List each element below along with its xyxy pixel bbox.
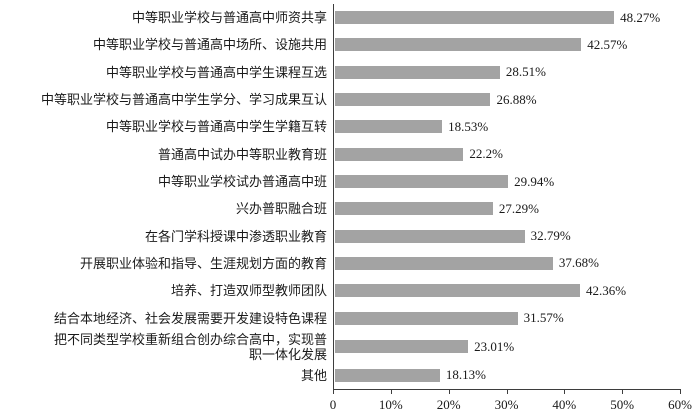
category-label: 中等职业学校与普通高中学生课程互选 — [105, 64, 327, 80]
x-axis-tick-label: 0 — [329, 397, 337, 412]
x-axis-tick-label: 30% — [494, 397, 519, 412]
bar — [335, 202, 493, 216]
bar-track: 26.88% — [334, 86, 700, 113]
bar-track: 37.68% — [334, 250, 700, 277]
bar-track: 42.57% — [334, 31, 700, 58]
bar — [335, 147, 464, 161]
x-axis-tick-label: 60% — [668, 397, 692, 412]
category-label: 其他 — [300, 367, 327, 383]
bar-track: 42.36% — [334, 277, 700, 304]
chart-row: 培养、打造双师型教师团队 42.36% — [0, 277, 700, 304]
bar — [335, 120, 443, 134]
category-label: 中等职业学校与普通高中学生学分、学习成果互认 — [40, 92, 327, 108]
value-label: 18.53% — [448, 118, 489, 134]
x-axis-tick — [564, 389, 566, 394]
value-label: 29.94% — [514, 173, 555, 189]
chart-row: 把不同类型学校重新组合创办综合高中，实现普 职一体化发展 23.01% — [0, 332, 700, 362]
value-label: 23.01% — [474, 338, 515, 354]
value-label: 48.27% — [620, 9, 661, 25]
x-axis-tick — [680, 389, 681, 394]
bar — [335, 340, 469, 354]
chart-row: 开展职业体验和指导、生涯规划方面的教育 37.68% — [0, 250, 700, 277]
chart-row: 在各门学科授课中渗透职业教育 32.79% — [0, 223, 700, 250]
bar-track: 29.94% — [334, 168, 700, 195]
bar-track: 48.27% — [334, 4, 700, 31]
value-label: 42.57% — [587, 36, 628, 52]
value-label: 42.36% — [585, 282, 627, 298]
chart-row: 其他 18.13% — [0, 362, 700, 389]
bar-track: 32.79% — [334, 223, 700, 250]
value-label: 31.57% — [523, 310, 564, 326]
value-label: 26.88% — [496, 91, 537, 107]
value-label: 27.29% — [498, 200, 539, 216]
value-label: 37.68% — [558, 255, 599, 271]
x-axis-tick-label: 40% — [552, 397, 577, 412]
chart-row: 普通高中试办中等职业教育班 22.2% — [0, 141, 700, 168]
category-label: 普通高中试办中等职业教育班 — [157, 146, 327, 162]
chart-row: 中等职业学校与普通高中学生学分、学习成果互认 26.88% — [0, 86, 700, 113]
category-label: 中等职业学校与普通高中场所、设施共用 — [92, 37, 327, 53]
bar — [335, 175, 509, 189]
chart-row: 中等职业学校与普通高中场所、设施共用 42.57% — [0, 31, 700, 58]
category-label: 开展职业体验和指导、生涯规划方面的教育 — [79, 255, 327, 271]
bar-rows: 中等职业学校与普通高中师资共享 48.27% 中等职业学校与普通高中场所、设施共用 4… — [0, 4, 700, 389]
bar-track: 23.01% — [334, 332, 700, 362]
value-label: 18.13% — [445, 367, 486, 383]
value-label: 22.2% — [469, 146, 503, 162]
bar — [335, 93, 491, 107]
category-label: 中等职业学校与普通高中学生学籍互转 — [105, 119, 327, 135]
category-label: 把不同类型学校重新组合创办综合高中，实现普 职一体化发展 — [53, 331, 327, 362]
category-label: 结合本地经济、社会发展需要开发建设特色课程 — [53, 310, 327, 326]
category-label: 中等职业学校试办普通高中班 — [157, 174, 327, 190]
bar — [335, 38, 582, 52]
bar — [335, 284, 580, 298]
chart-row: 结合本地经济、社会发展需要开发建设特色课程 31.57% — [0, 304, 700, 331]
category-label: 在各门学科授课中渗透职业教育 — [144, 228, 327, 244]
value-label: 28.51% — [505, 64, 546, 80]
bar-track: 31.57% — [334, 304, 700, 331]
x-axis-tick-label: 20% — [436, 397, 461, 412]
bar — [335, 368, 440, 382]
x-axis-tick — [333, 389, 334, 394]
bar — [335, 256, 553, 270]
bar-track: 27.29% — [334, 195, 700, 222]
y-axis-line — [333, 4, 334, 394]
category-label: 兴办普职融合班 — [235, 201, 327, 217]
bar-track: 22.2% — [334, 141, 700, 168]
bar — [335, 11, 615, 25]
category-label: 中等职业学校与普通高中师资共享 — [131, 10, 327, 26]
x-axis-tick — [448, 389, 450, 394]
bar — [335, 229, 525, 243]
x-axis-tick — [622, 389, 624, 394]
bar-track: 28.51% — [334, 59, 700, 86]
x-axis-tick — [506, 389, 508, 394]
chart-row: 兴办普职融合班 27.29% — [0, 195, 700, 222]
bar-track: 18.53% — [334, 113, 700, 140]
bar-track: 18.13% — [334, 362, 700, 389]
chart-row: 中等职业学校试办普通高中班 29.94% — [0, 168, 700, 195]
bar — [335, 65, 500, 79]
x-axis-tick — [390, 389, 392, 394]
chart-row: 中等职业学校与普通高中学生课程互选 28.51% — [0, 59, 700, 86]
x-axis-tick-label: 50% — [610, 397, 635, 412]
chart-row: 中等职业学校与普通高中学生学籍互转 18.53% — [0, 113, 700, 140]
category-label: 培养、打造双师型教师团队 — [170, 283, 327, 299]
value-label: 32.79% — [530, 228, 571, 244]
chart-row: 中等职业学校与普通高中师资共享 48.27% — [0, 4, 700, 31]
bar — [335, 311, 518, 325]
x-axis-tick-label: 10% — [378, 397, 403, 412]
